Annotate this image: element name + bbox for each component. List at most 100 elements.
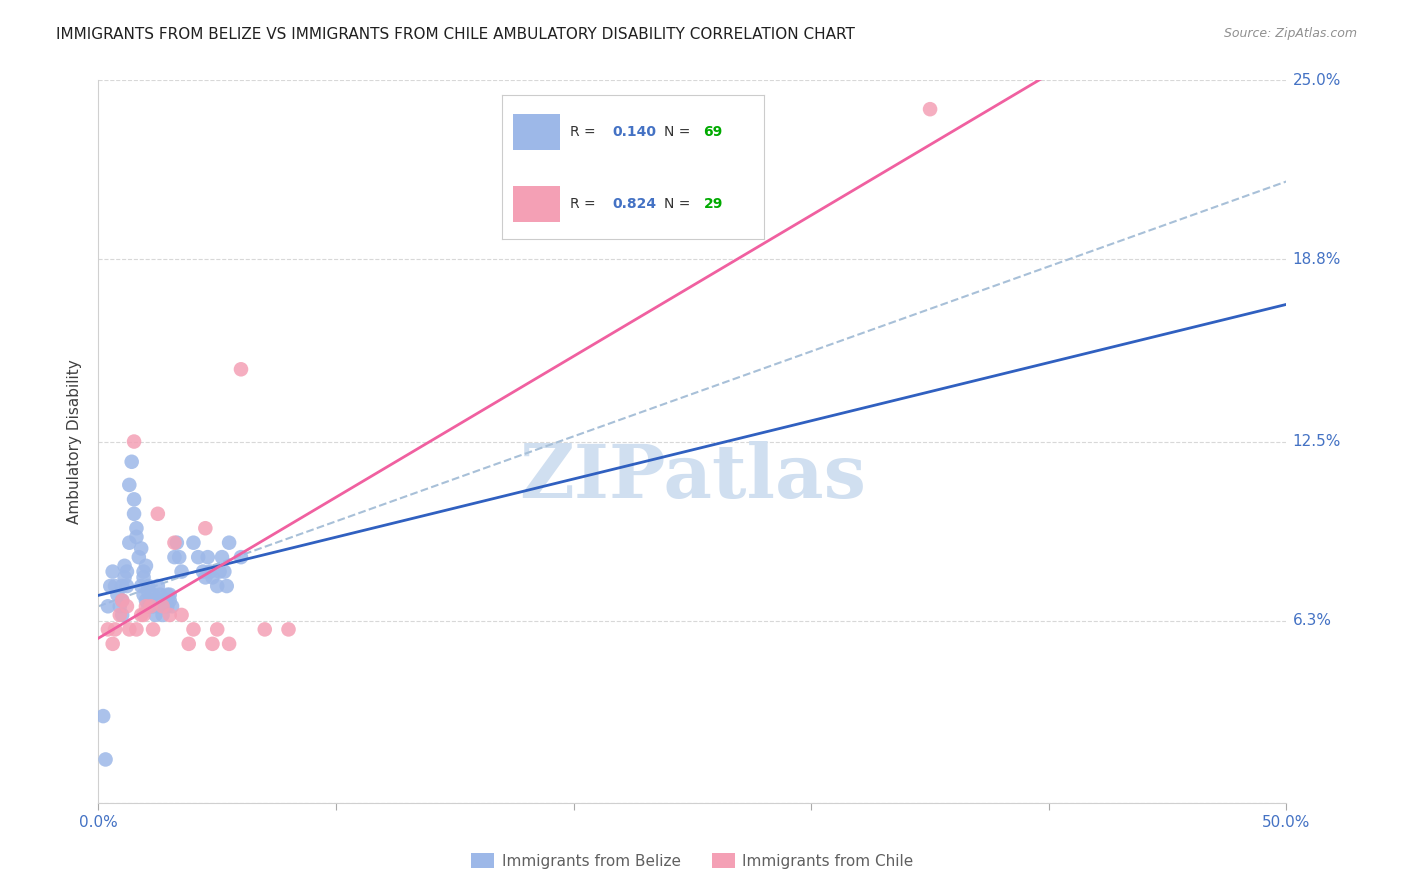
Point	[146, 579, 169, 593]
Point	[146, 507, 169, 521]
Point	[920, 102, 942, 116]
Point	[201, 570, 224, 584]
Point	[207, 623, 229, 637]
Point	[142, 623, 165, 637]
Point	[229, 550, 252, 565]
Point	[142, 599, 165, 614]
Point	[129, 579, 152, 593]
Point	[145, 593, 167, 607]
Point	[128, 550, 150, 565]
Point	[118, 535, 141, 549]
Point	[153, 599, 176, 614]
Point	[218, 535, 240, 549]
Text: 25.0%: 25.0%	[1292, 73, 1341, 87]
Point	[91, 709, 114, 723]
Point	[194, 570, 217, 584]
Point	[218, 637, 240, 651]
Point	[207, 579, 229, 593]
Point	[118, 623, 141, 637]
Point	[98, 579, 121, 593]
Point	[183, 623, 205, 637]
Text: 12.5%: 12.5%	[1292, 434, 1341, 449]
Point	[101, 565, 124, 579]
Point	[139, 599, 162, 614]
Point	[97, 623, 120, 637]
Point	[160, 599, 183, 614]
Point	[132, 588, 155, 602]
Point	[183, 535, 205, 549]
Point	[129, 607, 152, 622]
Point	[108, 607, 131, 622]
Point	[139, 599, 162, 614]
Point	[125, 521, 148, 535]
Text: 6.3%: 6.3%	[1292, 613, 1331, 628]
Point	[194, 521, 217, 535]
Point	[129, 541, 152, 556]
Point	[159, 593, 181, 607]
Point	[104, 623, 127, 637]
Point	[132, 565, 155, 579]
Point	[121, 455, 143, 469]
Point	[97, 599, 120, 614]
Point	[139, 593, 162, 607]
Point	[163, 535, 186, 549]
Point	[152, 593, 174, 607]
Point	[136, 599, 159, 614]
Point	[122, 434, 145, 449]
Point	[167, 550, 190, 565]
Point	[208, 565, 231, 579]
Text: Source: ZipAtlas.com: Source: ZipAtlas.com	[1223, 27, 1357, 40]
Point	[163, 550, 186, 565]
Point	[111, 593, 134, 607]
Point	[136, 584, 159, 599]
Point	[277, 623, 299, 637]
Text: ZIPatlas: ZIPatlas	[519, 442, 866, 514]
Y-axis label: Ambulatory Disability: Ambulatory Disability	[67, 359, 83, 524]
Point	[114, 570, 136, 584]
Point	[114, 558, 136, 573]
Point	[142, 588, 165, 602]
Point	[135, 558, 157, 573]
Point	[197, 550, 219, 565]
Point	[153, 593, 176, 607]
Legend: Immigrants from Belize, Immigrants from Chile: Immigrants from Belize, Immigrants from …	[465, 847, 920, 875]
Point	[115, 579, 138, 593]
Point	[115, 599, 138, 614]
Point	[132, 607, 155, 622]
Point	[107, 588, 129, 602]
Point	[211, 550, 233, 565]
Point	[198, 565, 221, 579]
Point	[101, 637, 124, 651]
Point	[122, 492, 145, 507]
Point	[94, 752, 117, 766]
Point	[229, 362, 252, 376]
Text: IMMIGRANTS FROM BELIZE VS IMMIGRANTS FROM CHILE AMBULATORY DISABILITY CORRELATIO: IMMIGRANTS FROM BELIZE VS IMMIGRANTS FRO…	[56, 27, 855, 42]
Point	[108, 599, 131, 614]
Point	[215, 579, 238, 593]
Point	[166, 535, 188, 549]
Point	[156, 588, 179, 602]
Text: 18.8%: 18.8%	[1292, 252, 1341, 267]
Point	[177, 637, 200, 651]
Point	[170, 565, 193, 579]
Point	[170, 607, 193, 622]
Point	[135, 599, 157, 614]
Point	[125, 530, 148, 544]
Point	[159, 607, 181, 622]
Point	[125, 623, 148, 637]
Point	[152, 607, 174, 622]
Point	[111, 593, 134, 607]
Point	[214, 565, 236, 579]
Point	[253, 623, 276, 637]
Point	[122, 507, 145, 521]
Point	[152, 599, 174, 614]
Point	[149, 588, 172, 602]
Point	[132, 570, 155, 584]
Point	[104, 579, 127, 593]
Point	[159, 588, 181, 602]
Point	[156, 599, 179, 614]
Point	[201, 637, 224, 651]
Point	[111, 607, 134, 622]
Point	[118, 478, 141, 492]
Point	[146, 599, 169, 614]
